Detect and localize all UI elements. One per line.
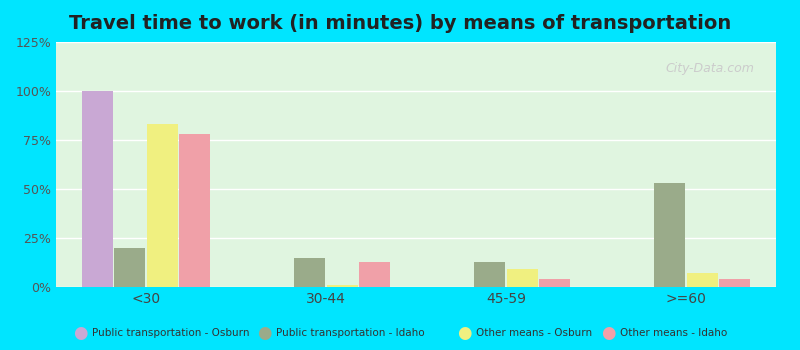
Text: ●: ● <box>457 323 471 342</box>
Text: City-Data.com: City-Data.com <box>666 62 754 75</box>
Text: Public transportation - Idaho: Public transportation - Idaho <box>276 328 425 337</box>
Bar <box>327 285 358 287</box>
Text: Public transportation - Osburn: Public transportation - Osburn <box>92 328 250 337</box>
Bar <box>114 248 145 287</box>
Text: Travel time to work (in minutes) by means of transportation: Travel time to work (in minutes) by mean… <box>69 14 731 33</box>
Bar <box>474 261 505 287</box>
Bar <box>179 134 210 287</box>
Text: Other means - Idaho: Other means - Idaho <box>620 328 727 337</box>
Text: ●: ● <box>257 323 271 342</box>
Bar <box>147 124 178 287</box>
Bar <box>687 273 718 287</box>
Text: ●: ● <box>73 323 87 342</box>
Bar <box>507 270 538 287</box>
Bar <box>294 258 325 287</box>
Bar <box>539 279 570 287</box>
Bar <box>359 261 390 287</box>
Bar <box>719 279 750 287</box>
Text: ●: ● <box>601 323 615 342</box>
Text: Other means - Osburn: Other means - Osburn <box>476 328 592 337</box>
Bar <box>654 183 685 287</box>
Bar <box>82 91 113 287</box>
